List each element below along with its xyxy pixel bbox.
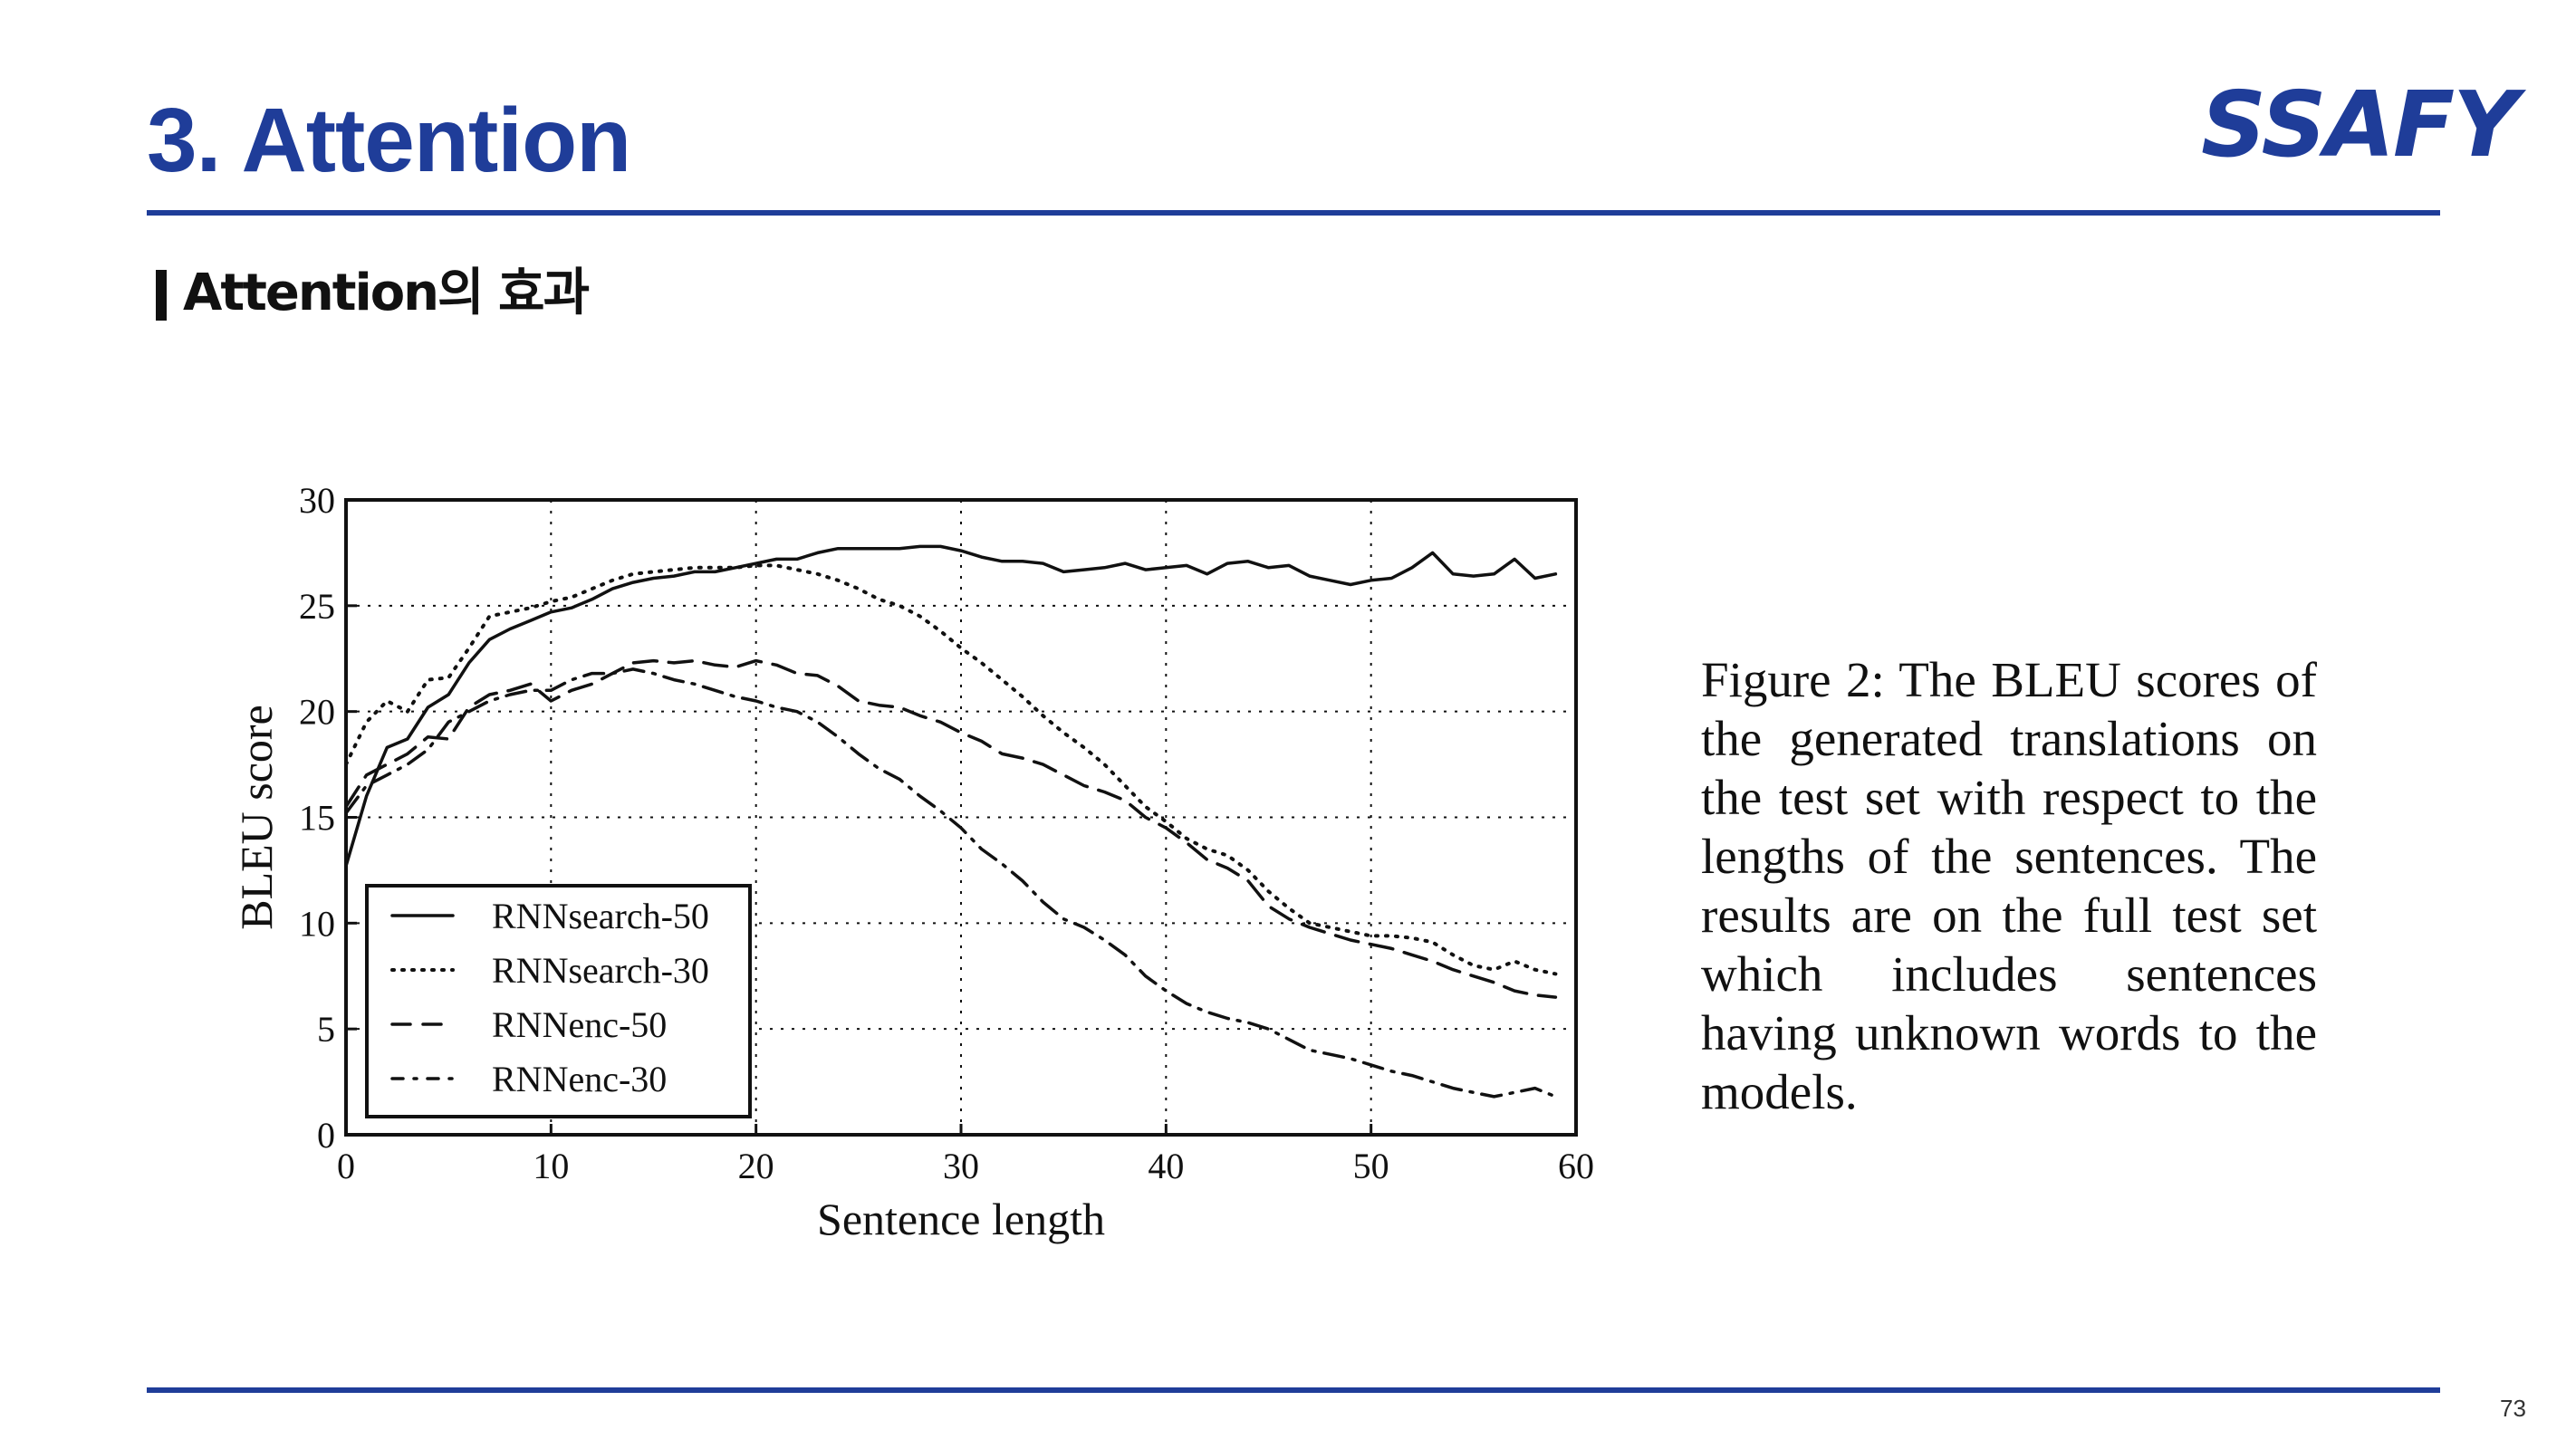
y-tick-label: 5 (317, 1009, 335, 1050)
x-tick-label: 20 (738, 1146, 774, 1186)
figure-caption: Figure 2: The BLEU scores of the generat… (1701, 652, 2317, 1119)
x-tick-label: 60 (1558, 1146, 1594, 1186)
y-tick-label: 0 (317, 1115, 335, 1156)
x-axis-label: Sentence length (817, 1194, 1105, 1244)
series-line-rnnenc-50 (344, 658, 1558, 999)
chart-series (344, 544, 1558, 1099)
y-axis-label: BLEU score (231, 705, 282, 930)
chart-grid (346, 500, 1576, 1135)
chart-legend: RNNsearch-50 RNNsearch-30 RNNenc-50 RNNenc-… (365, 884, 752, 1118)
legend-label: RNNsearch-30 (492, 950, 709, 991)
legend-label: RNNsearch-50 (492, 896, 709, 936)
ssafy-logo: SSAFY (2201, 72, 2519, 178)
legend-label: RNNenc-50 (492, 1004, 667, 1045)
y-tick-label: 10 (299, 903, 335, 944)
series-line-rnnenc-30 (344, 667, 1558, 1099)
x-tick-label: 0 (337, 1146, 355, 1186)
x-tick-label: 50 (1353, 1146, 1389, 1186)
y-tick-label: 25 (299, 586, 335, 627)
legend-label: RNNenc-30 (492, 1059, 667, 1099)
x-tick-label: 30 (943, 1146, 979, 1186)
page-number: 73 (2500, 1395, 2526, 1422)
series-line-rnnsearch-30 (344, 563, 1558, 976)
x-tick-label: 40 (1148, 1146, 1184, 1186)
y-tick-label: 30 (299, 480, 335, 521)
header-divider (147, 210, 2440, 216)
x-tick-label: 10 (533, 1146, 569, 1186)
chart-ticks: 0 10 20 30 40 50 60 0 5 10 15 20 25 30 (299, 480, 1594, 1186)
series-line-rnnsearch-50 (344, 544, 1558, 868)
slide-title: 3. Attention (147, 90, 631, 191)
y-tick-label: 15 (299, 798, 335, 839)
section-subtitle: Attention의 효과 (183, 264, 590, 322)
y-tick-label: 20 (299, 692, 335, 733)
subtitle-bullet-bar (156, 270, 167, 321)
footer-divider (147, 1387, 2440, 1393)
